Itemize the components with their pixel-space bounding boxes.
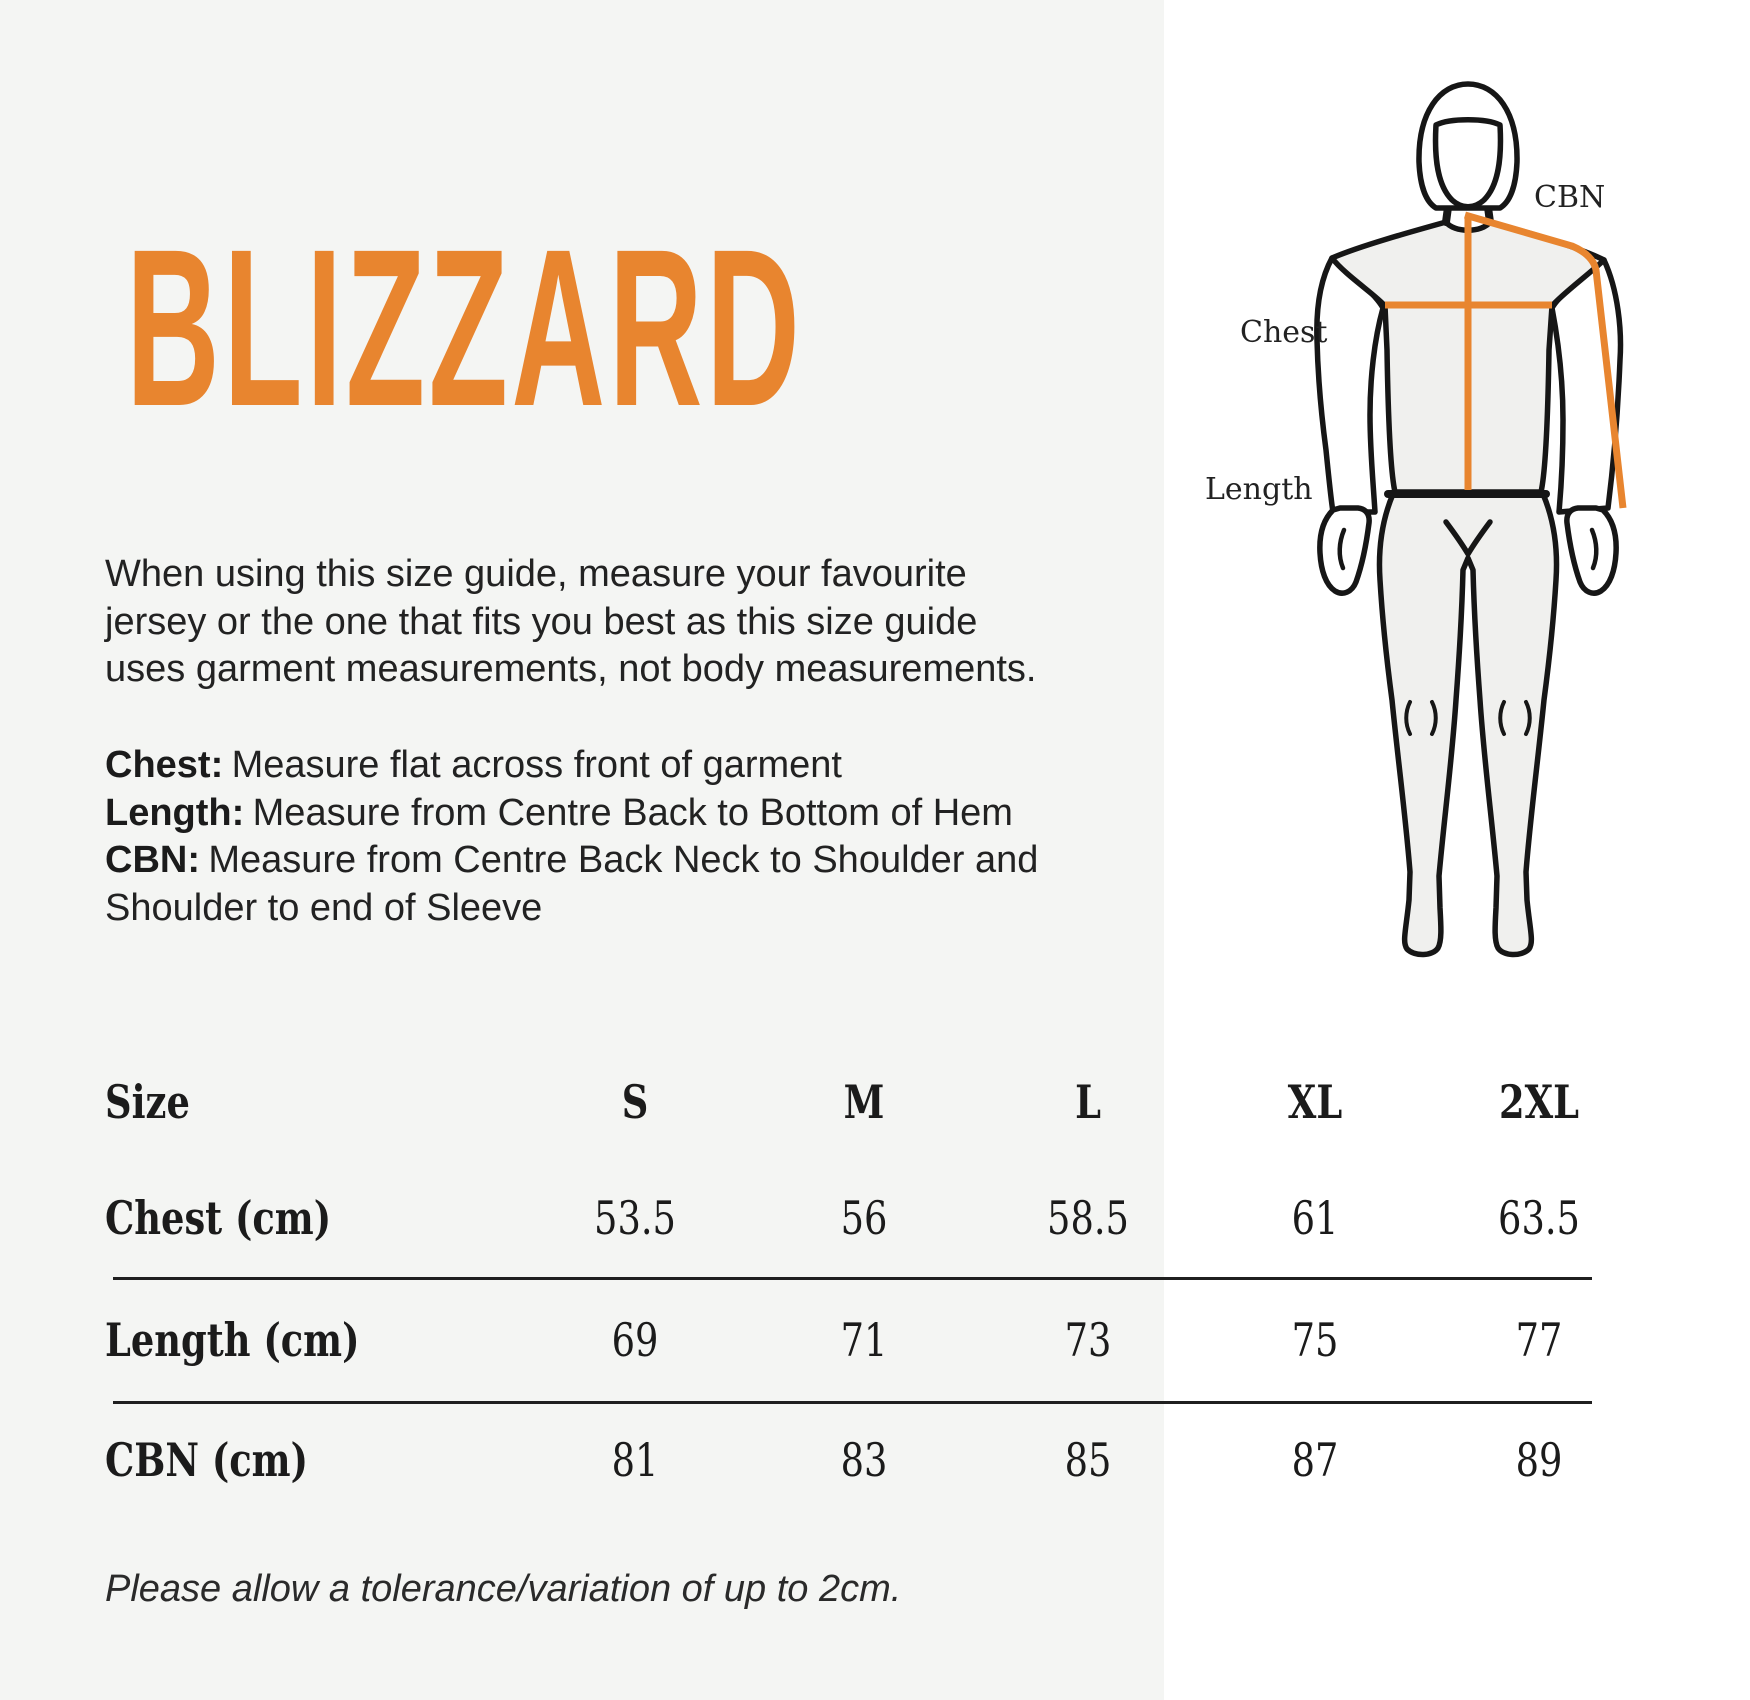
definition-text: Measure from Centre Back Neck to Shoulde… <box>208 839 1039 881</box>
row-label: CBN (cm) <box>105 1433 309 1487</box>
cell-value: 89 <box>1515 1433 1563 1487</box>
column-header-2xl: 2XL <box>1498 1075 1580 1129</box>
cell-value: 56 <box>840 1191 888 1245</box>
row-label: Length (cm) <box>105 1313 360 1367</box>
definition-text: Measure from Centre Back to Bottom of He… <box>252 791 1013 834</box>
face <box>1432 117 1504 210</box>
cell-value: 53.5 <box>594 1191 676 1245</box>
table-divider <box>113 1277 1592 1280</box>
knee-marks <box>1404 700 1532 736</box>
right-hand <box>1564 505 1619 596</box>
definition-term: Length: <box>105 791 245 834</box>
body-measurement-diagram: CBN Chest Length <box>1130 50 1650 970</box>
intro-paragraph: When using this size guide, measure your… <box>105 551 1036 694</box>
column-header-l: L <box>1075 1075 1101 1129</box>
definition-term: CBN: <box>105 839 200 881</box>
legs <box>1376 491 1560 958</box>
column-header-s: S <box>621 1075 649 1129</box>
intro-line: jersey or the one that fits you best as … <box>105 600 978 643</box>
figure-label-chest: Chest <box>1240 315 1327 350</box>
right-thumb <box>1589 527 1599 571</box>
cell-value: 85 <box>1064 1433 1112 1487</box>
definition-line: CBN: Measure from Centre Back Neck to Sho… <box>105 837 1038 885</box>
cell-value: 69 <box>611 1313 659 1367</box>
figure-label-cbn: CBN <box>1534 180 1605 215</box>
definition-text: Shoulder to end of Sleeve <box>105 886 543 929</box>
cell-value: 81 <box>611 1433 659 1487</box>
measurement-definitions: Chest: Measure flat across front of garme… <box>105 742 1038 932</box>
body-figure-illustration: CBN Chest Length <box>1205 81 1627 958</box>
intro-line: uses garment measurements, not body meas… <box>105 648 1037 690</box>
table-divider <box>113 1401 1592 1404</box>
column-header-xl: XL <box>1287 1075 1343 1129</box>
column-header-m: M <box>843 1075 885 1129</box>
cbn-measure-line <box>1464 211 1627 509</box>
page-title: BLIZZARD <box>126 203 804 453</box>
table-row-chest: Chest (cm) 53.5 56 58.5 61 63.5 <box>0 1188 1750 1248</box>
cell-value: 61 <box>1291 1191 1339 1245</box>
cell-value: 83 <box>840 1433 888 1487</box>
cell-value: 71 <box>840 1313 888 1367</box>
definition-line: Chest: Measure flat across front of garme… <box>105 742 1038 790</box>
gray-background-panel <box>0 0 1164 1700</box>
definition-line: Length: Measure from Centre Back to Botto… <box>105 790 1038 838</box>
definition-text: Measure flat across front of garment <box>231 744 842 786</box>
definition-term: Chest: <box>105 744 224 786</box>
table-row-length: Length (cm) 69 71 73 75 77 <box>0 1310 1750 1370</box>
cell-value: 77 <box>1515 1313 1563 1367</box>
tolerance-note: Please allow a tolerance/variation of up… <box>105 1568 902 1610</box>
row-label: Chest (cm) <box>105 1191 332 1245</box>
definition-line: Shoulder to end of Sleeve <box>105 885 1038 933</box>
left-hand <box>1317 505 1372 596</box>
figure-label-length: Length <box>1205 472 1313 507</box>
cell-value: 75 <box>1291 1313 1339 1367</box>
size-table-corner-label: Size <box>105 1075 190 1129</box>
intro-line: When using this size guide, measure your… <box>105 553 967 595</box>
cell-value: 58.5 <box>1047 1191 1129 1245</box>
crotch-line <box>1443 519 1493 557</box>
table-row-cbn: CBN (cm) 81 83 85 87 89 <box>0 1430 1750 1490</box>
left-thumb <box>1337 527 1347 571</box>
size-table-header-row: Size S M L XL 2XL <box>0 1072 1750 1132</box>
cell-value: 63.5 <box>1498 1191 1580 1245</box>
cell-value: 73 <box>1064 1313 1112 1367</box>
cell-value: 87 <box>1291 1433 1339 1487</box>
